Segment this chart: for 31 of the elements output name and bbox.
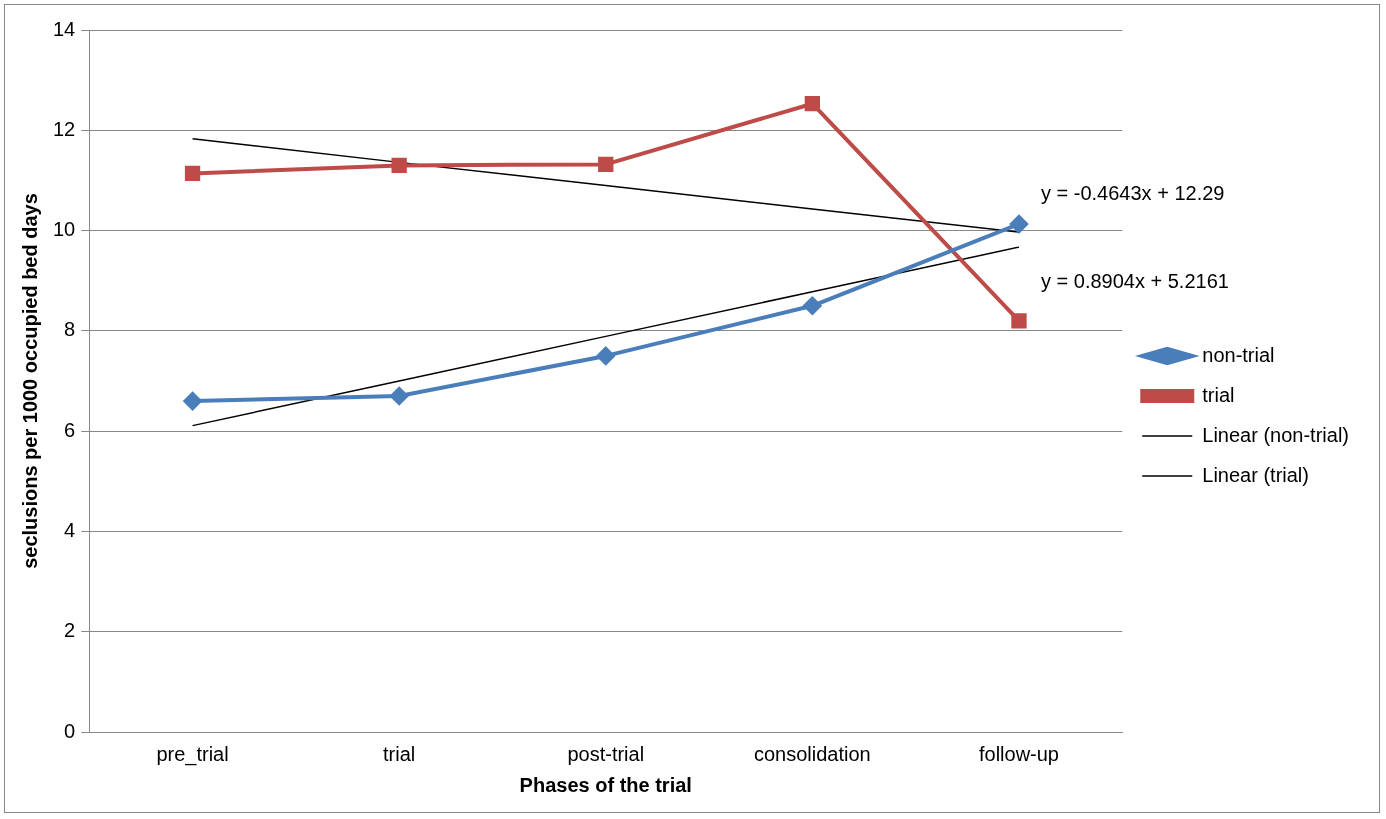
point: [390, 387, 409, 406]
point: [804, 96, 821, 112]
legend-label: non-trial: [1202, 343, 1275, 366]
point: [598, 156, 614, 173]
legend-label: trial: [1202, 383, 1235, 406]
y-tick-label: 14: [53, 17, 76, 40]
point: [1009, 215, 1028, 234]
point: [803, 296, 822, 315]
y-tick-label: 4: [64, 518, 76, 541]
annotation: y = 0.8904x + 5.2161: [1040, 270, 1229, 293]
point: [183, 392, 202, 411]
annotation: y = -0.4643x + 12.29: [1040, 182, 1225, 205]
x-tick-label: consolidation: [753, 742, 871, 765]
y-tick-label: 2: [64, 619, 76, 642]
x-tick-label: post-trial: [567, 742, 645, 765]
x-tick-label: follow-up: [978, 742, 1059, 765]
x-tick-label: trial: [383, 742, 416, 765]
point: [184, 165, 201, 182]
x-tick-label: pre_trial: [156, 742, 229, 766]
legend-label: Linear (trial): [1202, 463, 1309, 486]
y-tick-label: 8: [64, 318, 76, 341]
point: [596, 346, 615, 365]
y-axis-title: seclusions per 1000 occupied bed days: [18, 193, 41, 569]
x-axis-title: Phases of the trial: [519, 773, 692, 796]
y-tick-label: 6: [64, 418, 76, 441]
point: [1011, 313, 1027, 329]
y-tick-label: 10: [53, 218, 76, 241]
legend-label: Linear (non-trial): [1202, 423, 1350, 446]
y-tick-label: 0: [64, 719, 76, 742]
point: [391, 157, 407, 174]
y-tick-label: 12: [53, 117, 76, 140]
